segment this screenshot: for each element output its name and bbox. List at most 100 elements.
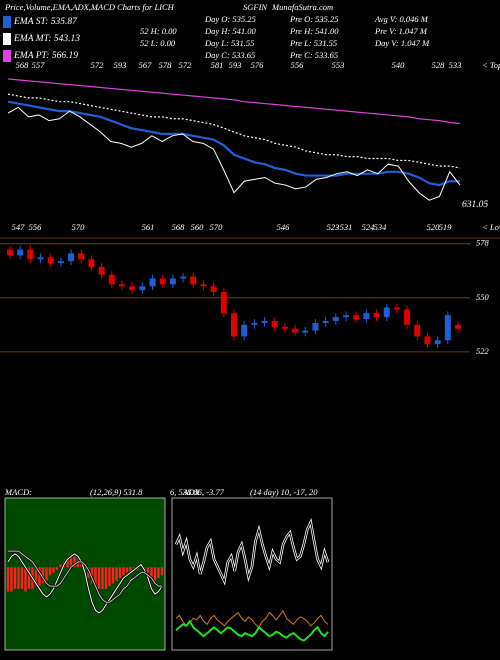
candle-body <box>27 249 34 260</box>
macd-bar <box>146 567 150 573</box>
candle-body <box>119 284 125 287</box>
candle-body <box>292 328 299 333</box>
low-label: 531 <box>340 222 353 232</box>
candle-body <box>190 276 197 285</box>
candle-body <box>139 286 146 291</box>
top-label: 572 <box>91 60 105 70</box>
macd-bar <box>157 567 160 579</box>
legend-entry: EMA ST: 535.87 <box>13 17 78 27</box>
top-label: 553 <box>332 60 345 70</box>
candle-body <box>353 315 360 320</box>
candle-body <box>251 322 258 325</box>
ema-line <box>7 100 460 187</box>
macd-bar <box>94 567 97 587</box>
macd-line <box>8 550 162 603</box>
candle-body <box>444 315 451 341</box>
legend-swatch <box>3 50 11 62</box>
top-label: 576 <box>251 60 265 70</box>
adx-params: (14 day) 10, -17, 20 <box>250 487 318 497</box>
candle-body <box>393 307 400 310</box>
stat: Pre V: 1.047 M <box>374 26 428 36</box>
candle-body <box>455 324 461 329</box>
top-label: 556 <box>291 60 305 70</box>
macd-bar <box>73 556 76 568</box>
legend-swatch <box>3 16 11 28</box>
candle-body <box>129 286 136 291</box>
stat: Pre C: 533.65 <box>289 50 338 60</box>
macd-bar <box>10 567 13 592</box>
candle-body <box>68 253 75 262</box>
low-label: 546 <box>277 222 291 232</box>
candle-body <box>281 326 288 329</box>
candle-body <box>200 284 207 287</box>
top-label: 557 <box>32 60 46 70</box>
macd-bar <box>52 567 55 573</box>
macd-bar <box>97 567 101 589</box>
stat: Day O: 535.25 <box>204 14 256 24</box>
legend-entry: EMA PT: 566.19 <box>13 51 78 61</box>
top-label: 578 <box>159 60 173 70</box>
candle-body <box>322 320 329 323</box>
low-label: 568 <box>172 222 186 232</box>
macd-bar <box>101 567 104 589</box>
y-tick-label: 578 <box>476 238 490 248</box>
low-label: 556 <box>29 222 43 232</box>
macd-bar <box>13 567 17 589</box>
candle-body <box>57 261 64 264</box>
macd-bar <box>69 556 73 568</box>
adx-panel <box>171 497 333 651</box>
candle-body <box>261 320 268 323</box>
candle-body <box>332 317 339 321</box>
stat: Avg V: 0.046 M <box>374 14 429 24</box>
legend-entry: EMA MT: 543.13 <box>13 34 80 44</box>
macd-bar <box>115 567 118 581</box>
top-label: 528 <box>432 60 446 70</box>
stat: Pre H: 541.00 <box>289 26 339 36</box>
top-label: 540 <box>392 60 406 70</box>
top-label: 567 <box>139 60 153 70</box>
candle-body <box>271 320 278 327</box>
candle-body <box>343 315 349 318</box>
candle-body <box>108 274 115 285</box>
tops-label: < Tops <box>482 60 500 70</box>
macd-bar <box>20 567 24 589</box>
candle-body <box>47 257 54 264</box>
top-label: 581 <box>211 60 224 70</box>
candle-body <box>383 307 390 318</box>
stat: 52 H: 0.00 <box>140 26 177 36</box>
stat: Pre L: 531.55 <box>289 38 337 48</box>
low-label: 570 <box>72 222 86 232</box>
stat: Day C: 533.65 <box>204 50 255 60</box>
adx-title: ADX <box>182 487 200 497</box>
macd-bar <box>34 567 38 587</box>
top-label: 593 <box>114 60 127 70</box>
candle-body <box>424 336 431 345</box>
low-label: 523 <box>327 222 340 232</box>
site-name: MunafaSutra.com <box>271 2 333 12</box>
candle-body <box>231 313 237 337</box>
macd-bar <box>104 567 108 589</box>
macd-bar <box>55 567 59 570</box>
macd-bar <box>153 567 157 581</box>
low-label: 519 <box>439 222 453 232</box>
macd-title: MACD: <box>4 487 32 497</box>
macd-line <box>7 553 163 614</box>
candle-body <box>373 313 380 318</box>
candle-body <box>98 266 105 275</box>
macd-params: (12,26,9) 531.8 <box>90 487 143 497</box>
stat: Day H: 541.00 <box>204 26 257 36</box>
stat: 52 L: 0.00 <box>140 38 176 48</box>
macd-bar <box>118 567 122 579</box>
lows-label: < Lows <box>482 222 500 232</box>
candle-body <box>88 259 95 267</box>
y-tick-label: 522 <box>476 346 490 356</box>
macd-bar <box>27 567 31 589</box>
candle-body <box>159 278 166 285</box>
candle-body <box>302 330 309 333</box>
macd-bar <box>24 567 27 592</box>
macd-bar <box>17 567 20 589</box>
candle-body <box>180 276 187 279</box>
candle-body <box>78 253 85 260</box>
macd-bar <box>48 567 52 576</box>
